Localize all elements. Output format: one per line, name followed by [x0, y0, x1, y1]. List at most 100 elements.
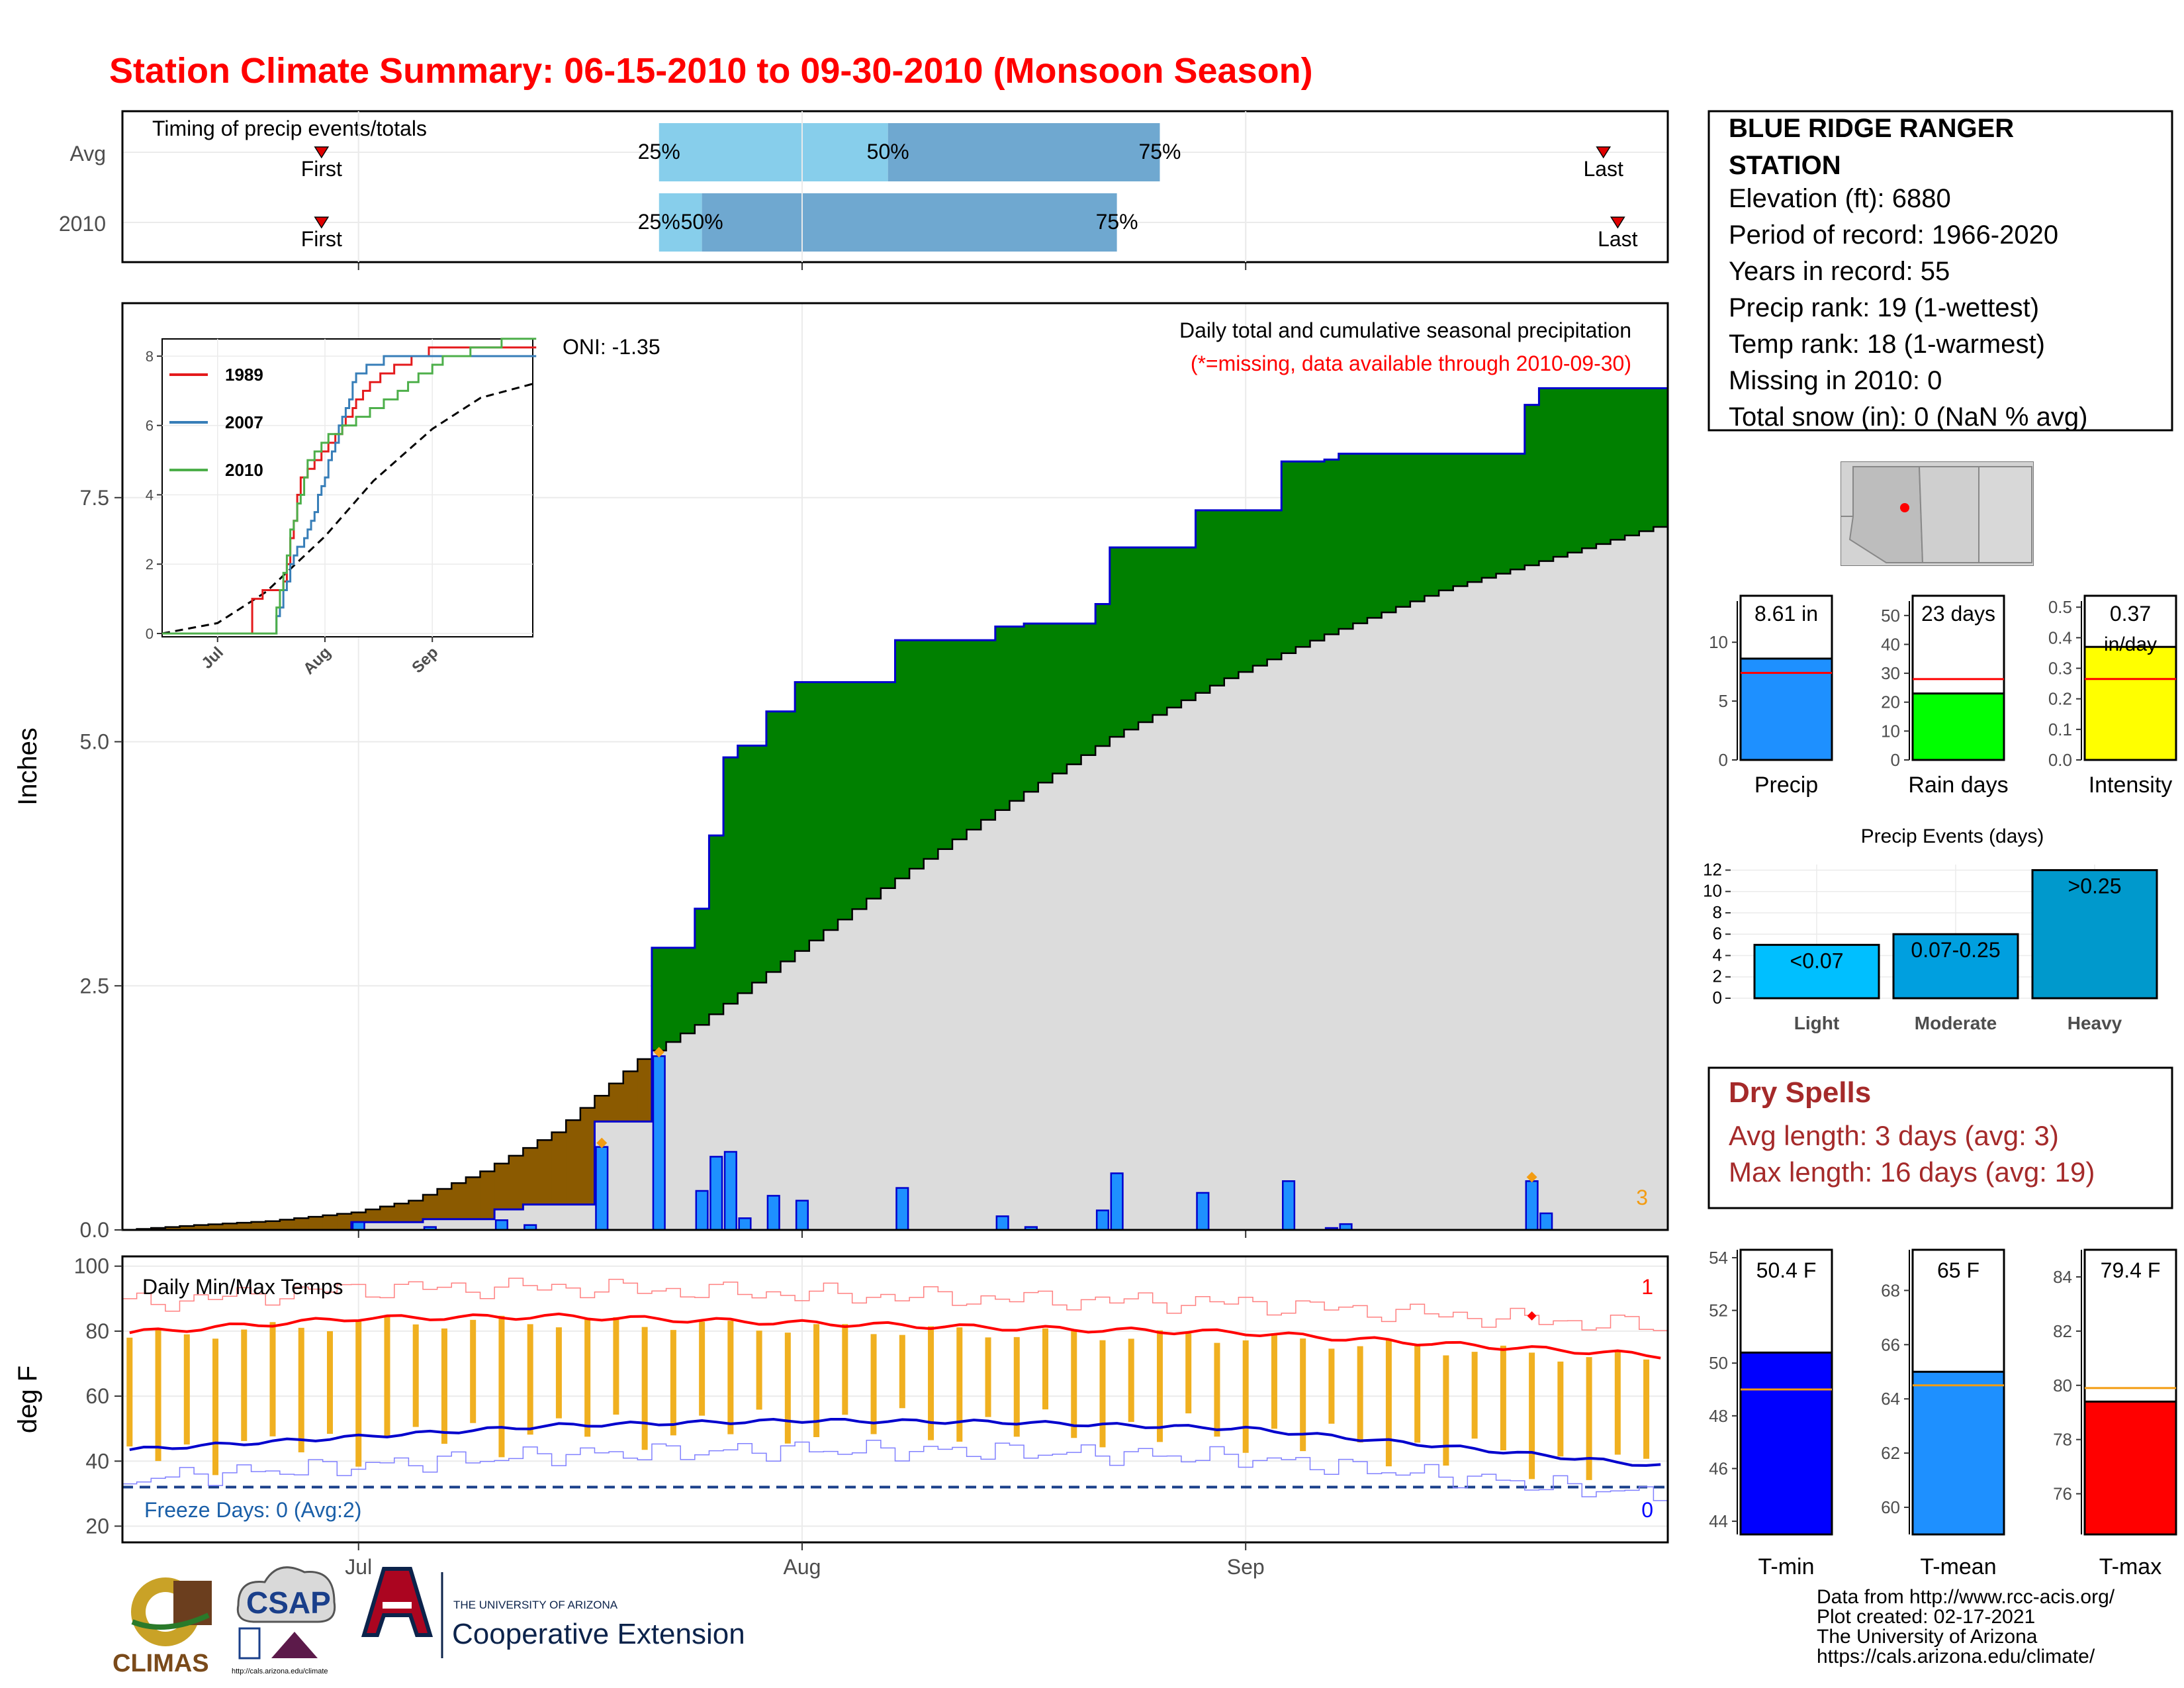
temp-bottom-count: 0: [1641, 1498, 1653, 1522]
inset-y-tick-label: 6: [146, 418, 154, 434]
precip-common-area: [380, 1222, 395, 1230]
inset-y-tick-label: 2: [146, 556, 154, 573]
precip-deficit-area: [551, 1132, 567, 1205]
tmean-y-tick-label: 68: [1881, 1280, 1900, 1300]
precip-deficit-area: [179, 1226, 195, 1230]
temp-y-tick-label: 20: [85, 1514, 109, 1538]
precip-surplus-area: [866, 682, 882, 899]
precip-common-area: [1481, 577, 1497, 1230]
x-tick-label: Aug: [783, 1555, 821, 1579]
dry-spells-avg: Avg length: 3 days (avg: 3): [1729, 1120, 2059, 1151]
precip-surplus-area: [880, 682, 896, 888]
precip-common-area: [1195, 692, 1210, 1230]
heavy-event-marker: [596, 1137, 608, 1149]
timing-first-label: First: [301, 157, 342, 181]
station-info-line: Precip rank: 19 (1-wettest): [1729, 293, 2039, 322]
rain-y-tick-label: 50: [1881, 606, 1900, 626]
precip-surplus-area: [1439, 453, 1454, 590]
tmin-label: T-min: [1758, 1554, 1815, 1579]
tmin-y-tick-label: 52: [1709, 1301, 1728, 1321]
timing-last-label: Last: [1598, 227, 1638, 251]
precip-deficit-area: [566, 1120, 581, 1205]
tmax-y-tick-label: 82: [2053, 1321, 2072, 1341]
station-name-1: BLUE RIDGE RANGER: [1729, 114, 2014, 143]
intensity-y-tick-label: 0.5: [2048, 597, 2072, 617]
precip-deficit-area: [322, 1215, 338, 1230]
precip-surplus-area: [1353, 453, 1368, 624]
rain-y-tick-label: 40: [1881, 634, 1900, 654]
temp-y-tick-label: 80: [85, 1319, 109, 1343]
precip-common-area: [1295, 647, 1311, 1230]
precip-common-area: [923, 859, 938, 1230]
avg-min-temp-line: [129, 1417, 1661, 1467]
precip-deficit-area: [594, 1096, 610, 1122]
tmin-y-tick-label: 46: [1709, 1458, 1728, 1478]
precip-surplus-area: [1625, 388, 1640, 536]
precip-surplus-area: [1052, 624, 1068, 774]
precip-common-area: [551, 1204, 567, 1230]
station-location-dot: [1900, 503, 1909, 512]
events-category-label: Heavy: [2068, 1013, 2122, 1033]
precip-common-area: [1152, 714, 1167, 1230]
daily-precip-bar: [766, 1195, 780, 1231]
daily-precip-bar: [723, 1150, 737, 1231]
daily-precip-bar: [351, 1221, 365, 1231]
precip-common-area: [1510, 569, 1525, 1230]
precip-surplus-area: [1510, 453, 1525, 570]
precip-surplus-area: [651, 947, 667, 1051]
precip-surplus-area: [1138, 547, 1154, 722]
precip-common-area: [1310, 640, 1325, 1230]
events-bar-label: 0.07-0.25: [1911, 938, 2000, 962]
events-y-tick-label: 4: [1713, 945, 1722, 964]
station-info-box: BLUE RIDGE RANGER STATION Elevation (ft)…: [1707, 110, 2173, 432]
precip-deficit-area: [623, 1071, 638, 1122]
precip-surplus-area: [1367, 453, 1383, 618]
precip-common-area: [809, 940, 824, 1230]
precip-common-area: [1009, 800, 1024, 1230]
precip-deficit-area: [222, 1223, 238, 1230]
tmin-y-tick-label: 54: [1709, 1248, 1728, 1268]
precip-surplus-area: [1238, 510, 1253, 673]
precip-common-area: [480, 1219, 495, 1230]
precip-common-area: [1253, 665, 1268, 1230]
tmin-y-tick-label: 48: [1709, 1406, 1728, 1426]
precip-common-area: [1338, 628, 1353, 1230]
precip-annot-missing: (*=missing, data available through 2010-…: [1191, 352, 1631, 375]
precip-deficit-area: [537, 1140, 553, 1205]
precip-surplus-area: [1310, 461, 1325, 641]
precip-surplus-area: [895, 640, 910, 878]
precip-common-area: [365, 1222, 381, 1230]
precip-surplus-area: [1109, 547, 1125, 737]
precip-common-area: [1625, 535, 1640, 1230]
timing-last-marker: [1596, 146, 1612, 159]
temp-top-count: 1: [1641, 1275, 1653, 1299]
daily-precip-bar: [1539, 1212, 1553, 1231]
precip-surplus-area: [1396, 453, 1411, 607]
precip-common-area: [1653, 527, 1668, 1230]
precip-y-tick-label: 2.5: [80, 974, 109, 998]
precip-deficit-area: [208, 1224, 223, 1230]
precip-deficit-area: [380, 1206, 395, 1223]
precip-surplus-area: [838, 682, 853, 920]
x-tick-label: Sep: [1227, 1555, 1265, 1579]
inset-legend-label: 2010: [225, 460, 263, 480]
station-info-line: Temp rank: 18 (1-warmest): [1729, 330, 2045, 359]
precip-deficit-area: [236, 1223, 252, 1230]
precip-common-area: [1124, 729, 1139, 1230]
events-y-tick-label: 0: [1713, 988, 1722, 1008]
footer-line-3: The University of Arizona: [1817, 1626, 2038, 1648]
precip-common-area: [1081, 755, 1096, 1230]
precip-surplus-area: [1496, 453, 1511, 574]
precip-surplus-area: [1224, 510, 1239, 679]
csap-logo: CSAP http://cals.arizona.edu/climate: [232, 1566, 336, 1675]
events-y-tick-label: 10: [1703, 881, 1722, 901]
precip-common-area: [1582, 548, 1597, 1230]
record-high-marker: [1527, 1311, 1537, 1321]
precip-deficit-area: [351, 1212, 367, 1223]
precip-surplus-area: [995, 626, 1011, 810]
daily-precip-bar: [1282, 1180, 1296, 1231]
tmin-value-label: 50.4 F: [1756, 1258, 1817, 1282]
precip-common-area: [1596, 543, 1612, 1230]
